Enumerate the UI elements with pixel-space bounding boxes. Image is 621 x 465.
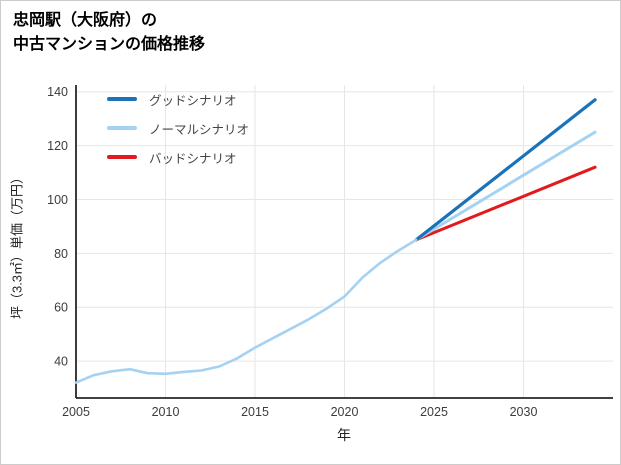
x-tick-label: 2030 xyxy=(510,405,538,419)
series-line-normal xyxy=(414,130,597,242)
chart-title: 忠岡駅（大阪府）の 中古マンションの価格推移 xyxy=(13,9,205,57)
legend-label-good: グッドシナリオ xyxy=(149,93,237,108)
legend-item-good-scenario: グッドシナリオ xyxy=(107,89,249,109)
legend-item-bad-scenario: バッドシナリオ xyxy=(107,147,249,167)
legend-line-bad-icon xyxy=(107,155,137,159)
x-tick-label: 2025 xyxy=(420,405,448,419)
y-tick-label: 100 xyxy=(47,193,68,207)
legend-line-good-icon xyxy=(107,97,137,101)
y-tick-label: 60 xyxy=(54,301,68,315)
x-tick-label: 2020 xyxy=(331,405,359,419)
x-tick-label: 2005 xyxy=(62,405,90,419)
y-axis-label: 坪（3.3㎡）単価（万円） xyxy=(9,170,25,320)
y-tick-label: 80 xyxy=(54,247,68,261)
chart-legend: グッドシナリオ ノーマルシナリオ バッドシナリオ xyxy=(107,89,249,167)
chart-title-line2: 中古マンションの価格推移 xyxy=(13,36,206,53)
y-tick-label: 140 xyxy=(47,85,68,99)
series-line-bad xyxy=(414,165,597,242)
x-axis-label: 年 xyxy=(337,427,351,443)
x-tick-label: 2015 xyxy=(241,405,269,419)
y-tick-label: 40 xyxy=(54,355,68,369)
legend-line-normal-icon xyxy=(107,126,137,130)
legend-label-normal: ノーマルシナリオ xyxy=(149,122,250,137)
price-trend-chart-canvas: 2005 2010 2015 2020 2025 2030 40 60 80 100 120 140 xyxy=(47,85,613,419)
series-line-good xyxy=(414,98,597,242)
legend-item-normal-scenario: ノーマルシナリオ xyxy=(107,118,249,138)
y-tick-label: 120 xyxy=(47,139,68,153)
series-line-historical xyxy=(74,238,418,384)
chart-title-line1: 忠岡駅（大阪府）の xyxy=(13,12,158,29)
legend-label-bad: バッドシナリオ xyxy=(149,151,237,166)
x-tick-label: 2010 xyxy=(152,405,180,419)
